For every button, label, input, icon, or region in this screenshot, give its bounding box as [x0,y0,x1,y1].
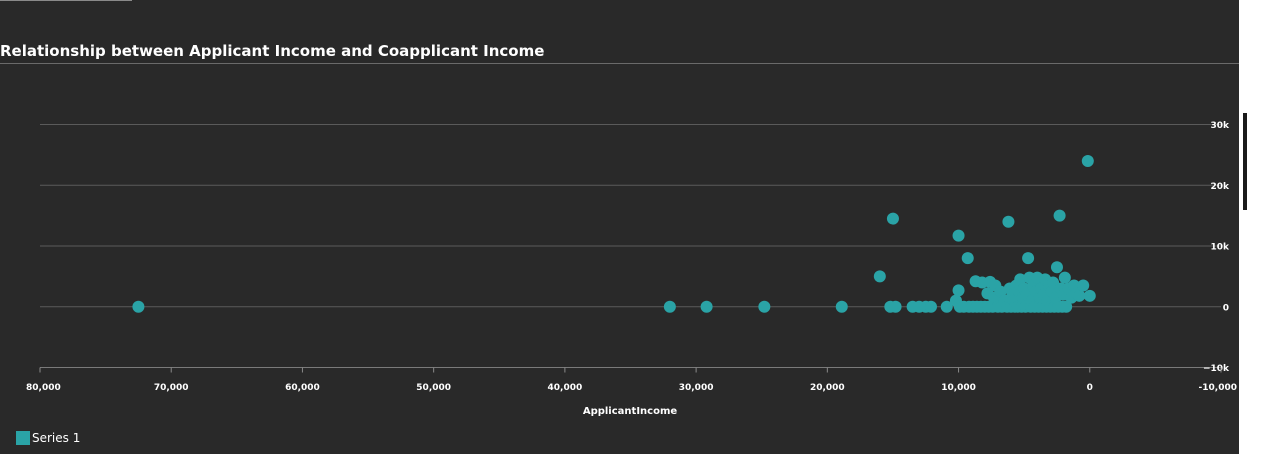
x-tick-label: 60,000 [285,383,320,393]
scatter-point[interactable] [1014,273,1027,286]
x-axis-label: ApplicantIncome [583,406,678,417]
x-tick-label: 10,000 [941,383,976,393]
scatter-plot: 30k 20k 10k 0 −10k 80,000 70,000 60,000 50,000 4… [26,121,1237,417]
scatter-point[interactable] [940,300,953,313]
x-axis: 80,000 70,000 60,000 50,000 40,000 30,000 20,0… [26,367,1237,393]
scatter-point[interactable] [886,212,899,225]
scatter-point[interactable] [663,300,676,313]
legend-label-series-1: Series 1 [32,431,81,445]
scatter-point[interactable] [1060,300,1073,313]
top-tab-line [0,0,132,1]
scatter-point[interactable] [1002,215,1015,228]
chart-title: Relationship between Applicant Income an… [0,42,545,60]
scatter-point[interactable] [1081,154,1094,167]
scatter-point[interactable] [1022,252,1035,265]
x-tick-label: 40,000 [548,383,583,393]
scatter-point[interactable] [1053,209,1066,222]
x-tick-label: 30,000 [679,383,714,393]
right-side-panel [1239,0,1280,454]
legend[interactable]: Series 1 [16,431,80,445]
x-tick-label: 70,000 [154,383,189,393]
scatter-point[interactable] [889,300,902,313]
scatter-point[interactable] [1083,289,1096,302]
y-tick-label: 20k [1210,182,1230,192]
scatter-point[interactable] [952,284,965,297]
scatter-point[interactable] [961,252,974,265]
scatter-point[interactable] [1050,261,1063,274]
y-tick-label: 0 [1223,303,1229,313]
data-points[interactable] [132,154,1096,313]
x-tick-label: 0 [1087,383,1093,393]
y-tick-label: −10k [1203,364,1230,374]
scatter-point[interactable] [700,300,713,313]
scatter-point[interactable] [132,300,145,313]
y-tick-label: 30k [1210,121,1230,131]
scatter-point[interactable] [1058,271,1071,284]
scatter-point[interactable] [835,300,848,313]
scatter-point[interactable] [873,270,886,283]
title-divider [0,63,1239,64]
gridlines [40,124,1221,368]
x-tick-label: 50,000 [416,383,451,393]
legend-swatch-series-1 [16,431,30,445]
scatter-point[interactable] [1073,289,1086,302]
scatter-point[interactable] [1077,279,1090,292]
scatter-point[interactable] [758,300,771,313]
scatter-point[interactable] [952,229,965,242]
scrollbar-thumb[interactable] [1243,113,1247,210]
x-tick-label: 20,000 [810,383,845,393]
x-tick-label: 80,000 [26,383,61,393]
y-tick-label: 10k [1210,243,1230,253]
scatter-point[interactable] [994,285,1007,298]
y-axis-ticks: 30k 20k 10k 0 −10k [1203,121,1230,374]
scatter-point[interactable] [924,300,937,313]
x-tick-label: -10,000 [1199,383,1237,393]
